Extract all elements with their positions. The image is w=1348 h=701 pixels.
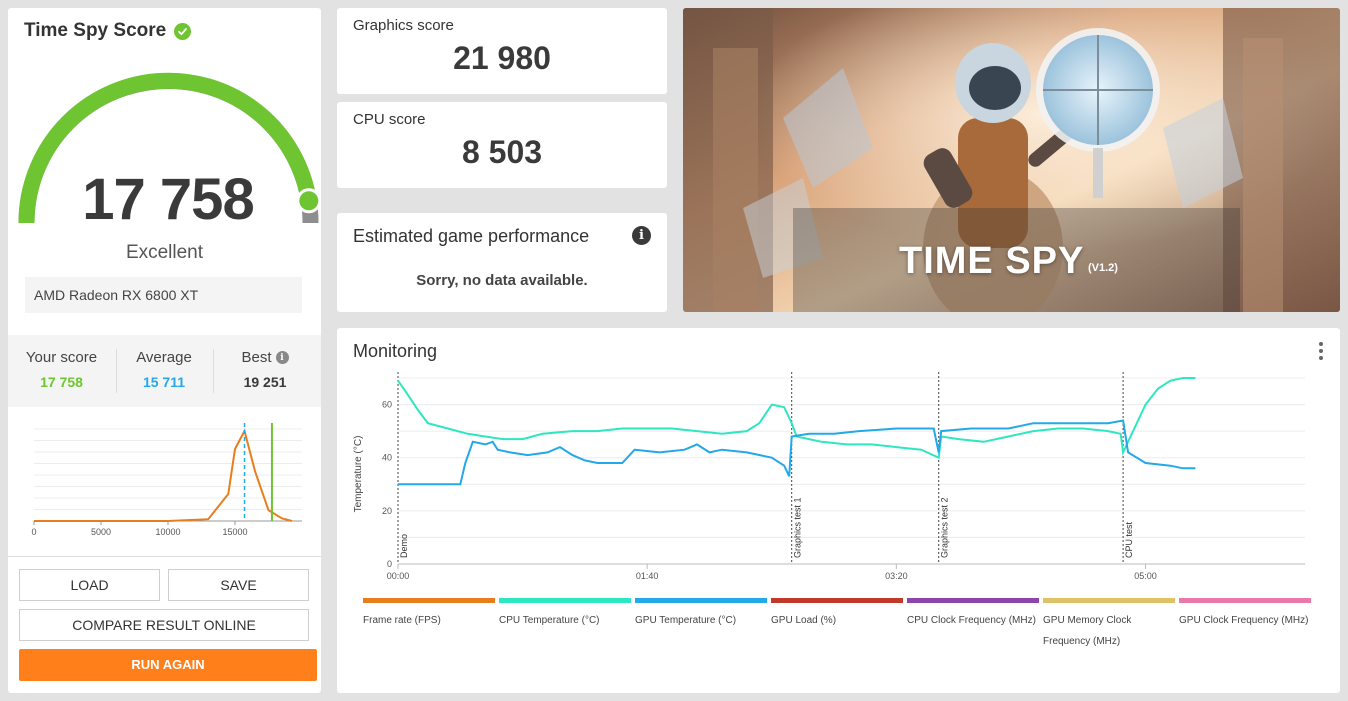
total-score: 17 758 bbox=[82, 167, 254, 232]
graphics-score-card: Graphics score 21 980 bbox=[337, 8, 667, 94]
monitoring-marker-label: Graphics test 1 bbox=[793, 497, 803, 558]
monitoring-ytick: 40 bbox=[382, 453, 392, 463]
stat-divider bbox=[213, 349, 214, 393]
score-rating: Excellent bbox=[125, 242, 204, 263]
legend-item[interactable]: GPU Load (%) bbox=[771, 598, 903, 631]
banner-version: (V1.2) bbox=[1088, 262, 1118, 274]
legend-item[interactable]: GPU Clock Frequency (MHz) bbox=[1179, 598, 1311, 631]
gauge-knob bbox=[296, 188, 321, 214]
score-distribution-chart: 0 5000 10000 15000 bbox=[31, 423, 302, 537]
legend-swatch bbox=[499, 598, 631, 603]
check-icon bbox=[174, 22, 192, 40]
monitoring-ytick: 60 bbox=[382, 400, 392, 410]
gpu-temperature-line bbox=[398, 419, 1196, 486]
cpu-score-card: CPU score 8 503 bbox=[337, 102, 667, 188]
stat-average-label: Average bbox=[136, 349, 192, 366]
monitoring-title: Monitoring bbox=[353, 341, 438, 361]
info-icon[interactable]: i bbox=[275, 351, 289, 364]
score-gauge bbox=[18, 72, 321, 224]
legend-label: GPU Clock Frequency (MHz) bbox=[1179, 615, 1309, 626]
monitoring-xtick-label: 03:20 bbox=[885, 571, 908, 581]
stat-best-label-text: Best bbox=[241, 349, 272, 366]
stat-best: Best i 19 251 bbox=[224, 349, 306, 390]
score-card: Time Spy Score 17 758 Excellent AMD Rade… bbox=[8, 8, 321, 693]
legend-item[interactable]: Frame rate (FPS) bbox=[363, 598, 495, 631]
legend-swatch bbox=[1043, 598, 1175, 603]
dist-tick-label: 10000 bbox=[155, 527, 180, 537]
legend-label: Frame rate (FPS) bbox=[363, 615, 441, 626]
legend-label: GPU Load (%) bbox=[771, 615, 837, 626]
cpu-score-label: CPU score bbox=[353, 111, 426, 128]
benchmark-banner: TIME SPY (V1.2) bbox=[683, 8, 1340, 312]
monitoring-marker-label: Demo bbox=[399, 534, 409, 558]
cpu-temperature-line bbox=[397, 377, 1196, 460]
graphics-score-label: Graphics score bbox=[353, 17, 454, 34]
legend-swatch bbox=[1179, 598, 1311, 603]
run-again-button[interactable]: RUN AGAIN bbox=[19, 649, 317, 681]
gauge-fill bbox=[18, 72, 317, 224]
legend-label: GPU Memory Clock Frequency (MHz) bbox=[1043, 615, 1132, 647]
info-icon[interactable]: i bbox=[632, 226, 651, 245]
egp-message: Sorry, no data available. bbox=[416, 272, 588, 289]
monitoring-xtick-label: 01:40 bbox=[636, 571, 659, 581]
monitoring-chart: 0 20 40 60 00:00 01:40 03:20 05:00 Temperature … bbox=[353, 372, 1305, 581]
stat-best-label: Best i bbox=[224, 349, 306, 366]
stat-your-score: Your score 17 758 bbox=[20, 349, 103, 390]
legend-swatch bbox=[771, 598, 903, 603]
monitoring-marker-label: CPU test bbox=[1124, 521, 1134, 558]
stat-your-value: 17 758 bbox=[40, 374, 83, 390]
dist-tick-label: 5000 bbox=[91, 527, 111, 537]
monitoring-ytick: 0 bbox=[387, 559, 392, 569]
dist-tick-label: 15000 bbox=[222, 527, 247, 537]
legend-item[interactable]: GPU Memory Clock Frequency (MHz) bbox=[1043, 598, 1175, 652]
save-button[interactable]: SAVE bbox=[168, 569, 309, 601]
stat-average: Average 15 711 bbox=[124, 349, 204, 390]
legend-swatch bbox=[907, 598, 1039, 603]
monitoring-xtick-label: 05:00 bbox=[1134, 571, 1157, 581]
compare-online-button[interactable]: COMPARE RESULT ONLINE bbox=[19, 609, 309, 641]
legend-item[interactable]: CPU Temperature (°C) bbox=[499, 598, 631, 631]
monitoring-card: Monitoring 0 20 40 60 00:00 01:40 03:20 05:00 T… bbox=[337, 328, 1340, 693]
egp-title: Estimated game performance bbox=[353, 226, 590, 246]
legend-label: CPU Temperature (°C) bbox=[499, 615, 600, 626]
cpu-score-value: 8 503 bbox=[461, 134, 543, 170]
divider bbox=[8, 556, 321, 557]
monitoring-marker-label: Graphics test 2 bbox=[940, 497, 950, 558]
dist-tick-label: 0 bbox=[31, 527, 36, 537]
monitoring-ytick: 20 bbox=[382, 506, 392, 516]
legend-swatch bbox=[363, 598, 495, 603]
stat-average-value: 15 711 bbox=[142, 374, 186, 390]
legend-item[interactable]: CPU Clock Frequency (MHz) bbox=[907, 598, 1039, 631]
graphics-score-value: 21 980 bbox=[453, 40, 551, 76]
score-title: Time Spy Score bbox=[24, 20, 192, 42]
estimated-game-performance-card: Estimated game performance i Sorry, no d… bbox=[337, 213, 667, 312]
score-title-text: Time Spy Score bbox=[24, 20, 167, 41]
stat-divider bbox=[116, 349, 117, 393]
monitoring-ylabel: Temperature (°C) bbox=[353, 436, 364, 513]
stat-your-label: Your score bbox=[25, 349, 98, 366]
score-stats: Your score 17 758 Average 15 711 Best i … bbox=[8, 335, 321, 407]
load-button[interactable]: LOAD bbox=[19, 569, 160, 601]
legend-item[interactable]: GPU Temperature (°C) bbox=[635, 598, 767, 631]
monitoring-xtick-label: 00:00 bbox=[387, 571, 410, 581]
banner-title: TIME SPY bbox=[899, 240, 1085, 282]
gpu-name: AMD Radeon RX 6800 XT bbox=[25, 277, 302, 313]
more-options-icon[interactable] bbox=[1318, 342, 1324, 360]
legend-swatch bbox=[635, 598, 767, 603]
legend-label: CPU Clock Frequency (MHz) bbox=[907, 615, 1036, 626]
banner-artwork bbox=[683, 8, 1340, 312]
stat-best-value: 19 251 bbox=[243, 374, 287, 390]
legend-label: GPU Temperature (°C) bbox=[635, 615, 737, 626]
dist-curve bbox=[34, 428, 293, 522]
